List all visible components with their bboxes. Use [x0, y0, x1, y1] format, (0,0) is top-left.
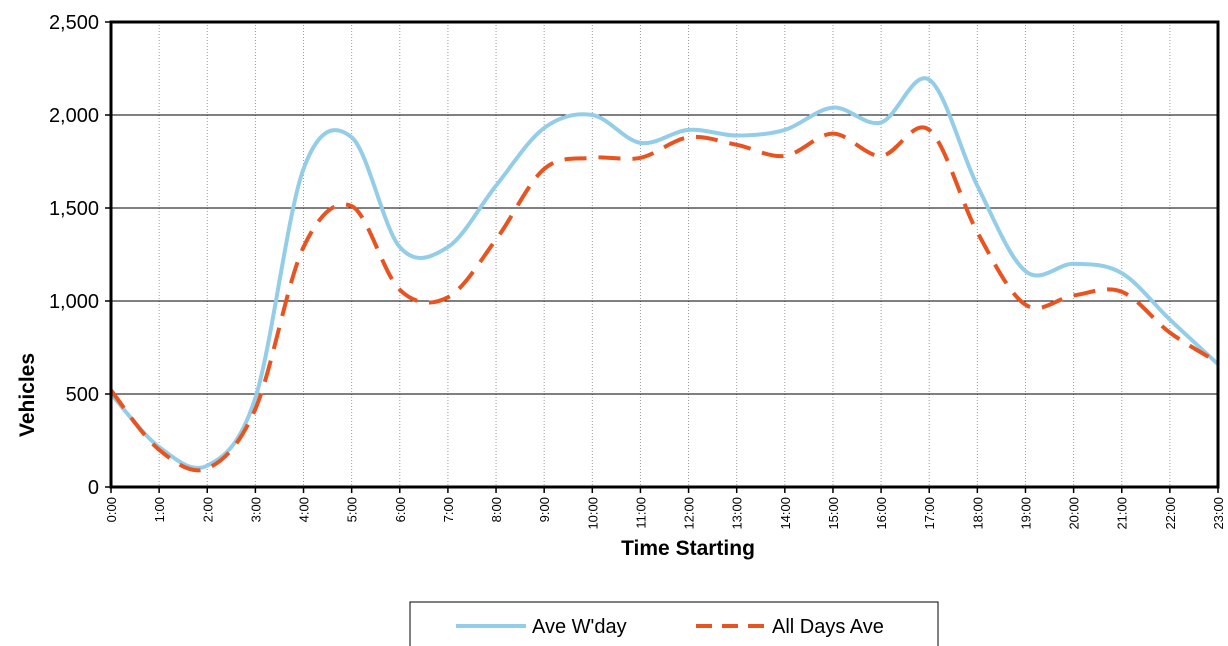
y-tick-label: 1,000 [49, 291, 99, 313]
x-tick-label: 7:00 [441, 497, 456, 522]
legend-label-all-days-ave: All Days Ave [772, 616, 884, 638]
legend: Ave W'day All Days Ave [409, 601, 939, 646]
x-tick-label: 6:00 [393, 497, 408, 522]
y-tick-label: 500 [66, 384, 99, 406]
x-tick-label: 17:00 [922, 497, 937, 530]
series-line-ave-wday [109, 76, 1220, 470]
x-tick-label: 8:00 [489, 497, 504, 522]
series-line-all-days-ave [109, 125, 1220, 473]
y-tick-label: 1,500 [49, 198, 99, 220]
x-tick-label: 21:00 [1115, 497, 1130, 530]
x-tick-label: 14:00 [778, 497, 793, 530]
x-tick-label: 15:00 [826, 497, 841, 530]
x-tick-label: 3:00 [248, 497, 263, 522]
plot-area-frame [109, 20, 1220, 489]
x-tick-label: 20:00 [1067, 497, 1082, 530]
x-axis-title: Time Starting [621, 537, 755, 560]
x-tick-label: 16:00 [874, 497, 889, 530]
x-tick-label: 12:00 [682, 497, 697, 530]
y-tick-label: 0 [88, 477, 99, 499]
x-tick-label: 2:00 [200, 497, 215, 522]
x-tick-label: 22:00 [1163, 497, 1178, 530]
x-tick-label: 23:00 [1211, 497, 1226, 530]
y-axis-tick-labels: 0 500 1,000 1,500 2,000 2,500 [49, 12, 111, 499]
y-tick-label: 2,000 [49, 105, 99, 127]
x-tick-label: 10:00 [585, 497, 600, 530]
x-tick-label: 13:00 [730, 497, 745, 530]
x-tick-label: 9:00 [537, 497, 552, 522]
x-tick-label: 11:00 [633, 497, 648, 529]
series-layer [109, 76, 1220, 473]
x-tick-label: 18:00 [970, 497, 985, 530]
x-axis-tick-labels: 0:00 1:00 2:00 3:00 4:00 5:00 6:00 7:00 8:00 9:00… [104, 487, 1226, 530]
x-tick-label: 19:00 [1018, 497, 1033, 530]
x-tick-label: 0:00 [104, 497, 119, 522]
legend-label-ave-wday: Ave W'day [532, 616, 627, 638]
vertical-gridlines [158, 22, 1171, 487]
horizontal-gridlines [111, 114, 1218, 395]
y-axis-title: Vehicles [16, 353, 39, 437]
x-tick-label: 4:00 [297, 497, 312, 522]
y-tick-label: 2,500 [49, 12, 99, 34]
x-tick-label: 5:00 [345, 497, 360, 522]
x-tick-label: 1:00 [152, 497, 167, 522]
